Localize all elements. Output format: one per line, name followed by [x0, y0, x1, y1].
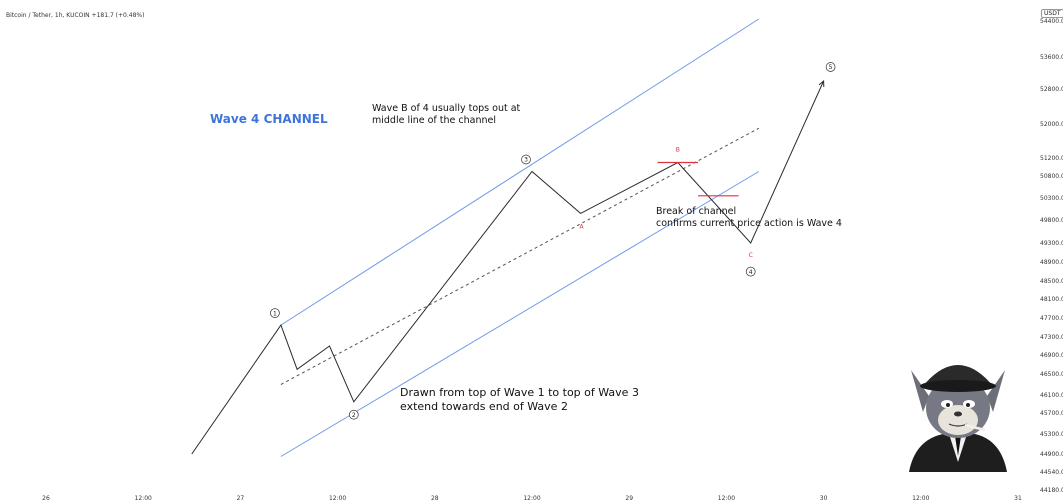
y-tick-label: 48500.0: [1040, 278, 1063, 285]
wave-5-label-circle: [825, 62, 836, 72]
break-of-channel-note: confirms current price action is Wave 4: [656, 218, 842, 229]
wave-3-label-circle: [521, 154, 531, 165]
x-tick-label: 26: [42, 495, 50, 502]
wave-1-label-circle: [270, 308, 280, 318]
break-of-channel-note: Break of channel: [656, 206, 736, 217]
x-tick-label: 12:00: [135, 495, 152, 502]
y-tick-label: 49800.0: [1040, 217, 1063, 224]
y-tick-label: 50300.0: [1040, 195, 1063, 202]
x-tick-label: 27: [237, 495, 245, 502]
chart-header: Bitcoin / Tether, 1h, KUCOIN +181.7 (+0.…: [6, 12, 145, 19]
y-tick-label: 46900.0: [1040, 352, 1063, 359]
y-tick-label: 52800.0: [1040, 86, 1063, 93]
y-tick-label: 44180.0: [1040, 487, 1063, 494]
y-tick-label: 54400.0: [1040, 18, 1063, 25]
wave-b-note: Wave B of 4 usually tops out at: [372, 103, 521, 114]
channel-middle-line[interactable]: [280, 127, 760, 385]
y-tick-label: 45700.0: [1040, 410, 1063, 417]
y-tick-label: 49300.0: [1040, 240, 1063, 247]
y-tick-label: 53600.0: [1040, 54, 1063, 61]
y-tick-label: 44900.0: [1040, 451, 1063, 458]
cartoon-cat-illustration: [909, 365, 1007, 472]
wave-4-label-circle: [745, 266, 756, 277]
price-line[interactable]: [191, 80, 825, 455]
y-tick-label: 47700.0: [1040, 315, 1063, 322]
x-tick-label: 30: [820, 495, 828, 502]
wave-a-label: A: [580, 223, 585, 230]
y-tick-label: 50800.0: [1040, 173, 1063, 180]
y-tick-label: 51200.0: [1040, 155, 1063, 162]
y-tick-label: 46100.0: [1040, 392, 1063, 399]
x-tick-label: 29: [625, 495, 633, 502]
x-tick-label: 12:00: [912, 495, 929, 502]
y-tick-label: 52000.0: [1040, 121, 1063, 128]
wave-2-label-circle: [348, 409, 359, 420]
drawn-from-note: extend towards end of Wave 2: [400, 400, 568, 413]
x-tick-label: 12:00: [329, 495, 346, 502]
y-tick-label: 45300.0: [1040, 431, 1063, 438]
wave-3-label: 3: [524, 157, 528, 164]
channel-title-annotation: Wave 4 CHANNEL: [210, 112, 328, 126]
y-tick-label: 47300.0: [1040, 334, 1063, 341]
y-tick-label: 44540.0: [1040, 469, 1063, 476]
x-tick-label: 31: [1014, 495, 1022, 502]
x-tick-label: 12:00: [523, 495, 540, 502]
drawn-from-note: Drawn from top of Wave 1 to top of Wave …: [400, 386, 639, 399]
y-tick-label: 46500.0: [1040, 371, 1063, 378]
wave-5-label: 5: [829, 64, 833, 71]
channel-upper-line[interactable]: [280, 18, 760, 326]
wave-1-label: 1: [273, 310, 277, 317]
price-arrowhead: [818, 79, 825, 88]
x-tick-label: 28: [431, 495, 439, 502]
wave-b-label: B: [676, 147, 680, 154]
y-tick-label: 48100.0: [1040, 296, 1063, 303]
y-tick-label: 48900.0: [1040, 259, 1063, 266]
wave-4-label: 4: [749, 269, 753, 276]
wave-c-label: C: [749, 252, 753, 259]
x-tick-label: 12:00: [718, 495, 735, 502]
wave-2-label: 2: [352, 412, 356, 419]
wave-b-note: middle line of the channel: [372, 115, 496, 126]
channel-lower-line[interactable]: [280, 171, 760, 457]
